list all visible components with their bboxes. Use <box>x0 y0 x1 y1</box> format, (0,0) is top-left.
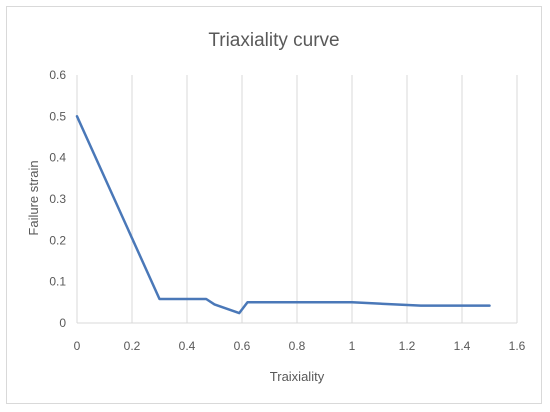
x-tick-label-0: 0 <box>74 339 81 353</box>
data-lines <box>75 115 491 315</box>
x-tick-labels: 0 0.2 0.4 0.6 0.8 1 1.2 1.4 1.6 <box>74 339 526 353</box>
x-tick-label-7: 1.4 <box>454 339 471 353</box>
y-tick-label-0: 0 <box>59 316 66 330</box>
x-tick-label-3: 0.6 <box>234 339 251 353</box>
x-tick-label-8: 1.6 <box>509 339 526 353</box>
series-line-0 <box>75 115 491 315</box>
y-tick-label-6: 0.6 <box>49 68 66 82</box>
x-tick-label-1: 0.2 <box>124 339 141 353</box>
y-tick-label-2: 0.2 <box>49 233 66 247</box>
x-tick-label-4: 0.8 <box>289 339 306 353</box>
y-axis-title: Failure strain <box>26 160 41 235</box>
y-tick-label-4: 0.4 <box>49 151 66 165</box>
x-tick-label-2: 0.4 <box>179 339 196 353</box>
x-axis-title: Traixiality <box>270 369 325 384</box>
y-tick-labels: 0 0.1 0.2 0.3 0.4 0.5 0.6 <box>49 68 66 330</box>
y-tick-label-5: 0.5 <box>49 109 66 123</box>
y-tick-label-1: 0.1 <box>49 275 66 289</box>
vertical-gridlines <box>131 75 518 323</box>
chart-frame <box>6 6 542 404</box>
y-tick-label-3: 0.3 <box>49 192 66 206</box>
x-tick-label-5: 1 <box>349 339 356 353</box>
chart-title: Triaxiality curve <box>208 30 339 51</box>
x-tick-label-6: 1.2 <box>399 339 416 353</box>
